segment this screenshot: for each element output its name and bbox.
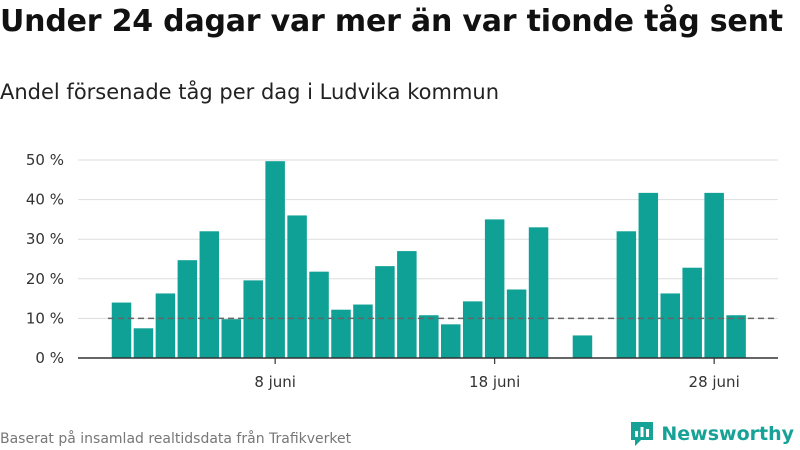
bar: [528, 227, 549, 358]
y-tick-label: 20 %: [26, 270, 64, 288]
chart-title: Under 24 dagar var mer än var tionde tåg…: [0, 4, 783, 39]
x-tick-label: 8 juni: [254, 373, 296, 391]
bar: [309, 271, 329, 358]
bar: [177, 260, 198, 358]
newsworthy-logo-icon: [631, 422, 654, 446]
bar: [111, 302, 132, 358]
bar: [638, 192, 659, 358]
brand-name: Newsworthy: [661, 423, 794, 445]
bar: [441, 324, 461, 358]
bar: [506, 289, 527, 358]
bar: [155, 293, 176, 358]
bar: [484, 219, 505, 358]
bar: [462, 301, 483, 358]
y-tick-label: 10 %: [26, 309, 64, 327]
bar: [616, 231, 637, 358]
y-tick-label: 30 %: [26, 230, 64, 248]
bar: [265, 161, 285, 358]
x-axis-ticks: 8 juni 18 juni 28 juni: [254, 358, 740, 391]
bar-chart: 0 % 10 % 20 % 30 % 40 % 50 % 8 juni 18 juni 28 …: [26, 151, 778, 391]
y-tick-label: 0 %: [35, 349, 64, 367]
bar: [287, 215, 307, 358]
bar: [660, 293, 680, 358]
bar: [221, 319, 241, 358]
bar: [243, 280, 263, 358]
bar: [353, 304, 373, 358]
y-axis-ticks: 0 % 10 % 20 % 30 % 40 % 50 %: [26, 151, 64, 367]
source-note: Baserat på insamlad realtidsdata från Tr…: [0, 431, 352, 447]
bar: [375, 266, 395, 358]
bar: [133, 328, 154, 358]
bar: [726, 315, 746, 358]
bar: [572, 335, 593, 358]
bar: [331, 309, 351, 358]
y-tick-label: 40 %: [26, 191, 64, 209]
brand-logo[interactable]: Newsworthy: [629, 420, 794, 448]
bar: [199, 231, 220, 358]
bar: [397, 251, 417, 358]
bar: [419, 315, 439, 358]
chart-subtitle: Andel försenade tåg per dag i Ludvika ko…: [0, 80, 500, 104]
bar: [682, 267, 702, 358]
y-tick-label: 50 %: [26, 151, 64, 169]
x-tick-label: 28 juni: [689, 373, 740, 391]
x-tick-label: 18 juni: [469, 373, 520, 391]
bar: [704, 192, 724, 358]
bars: [111, 161, 746, 358]
